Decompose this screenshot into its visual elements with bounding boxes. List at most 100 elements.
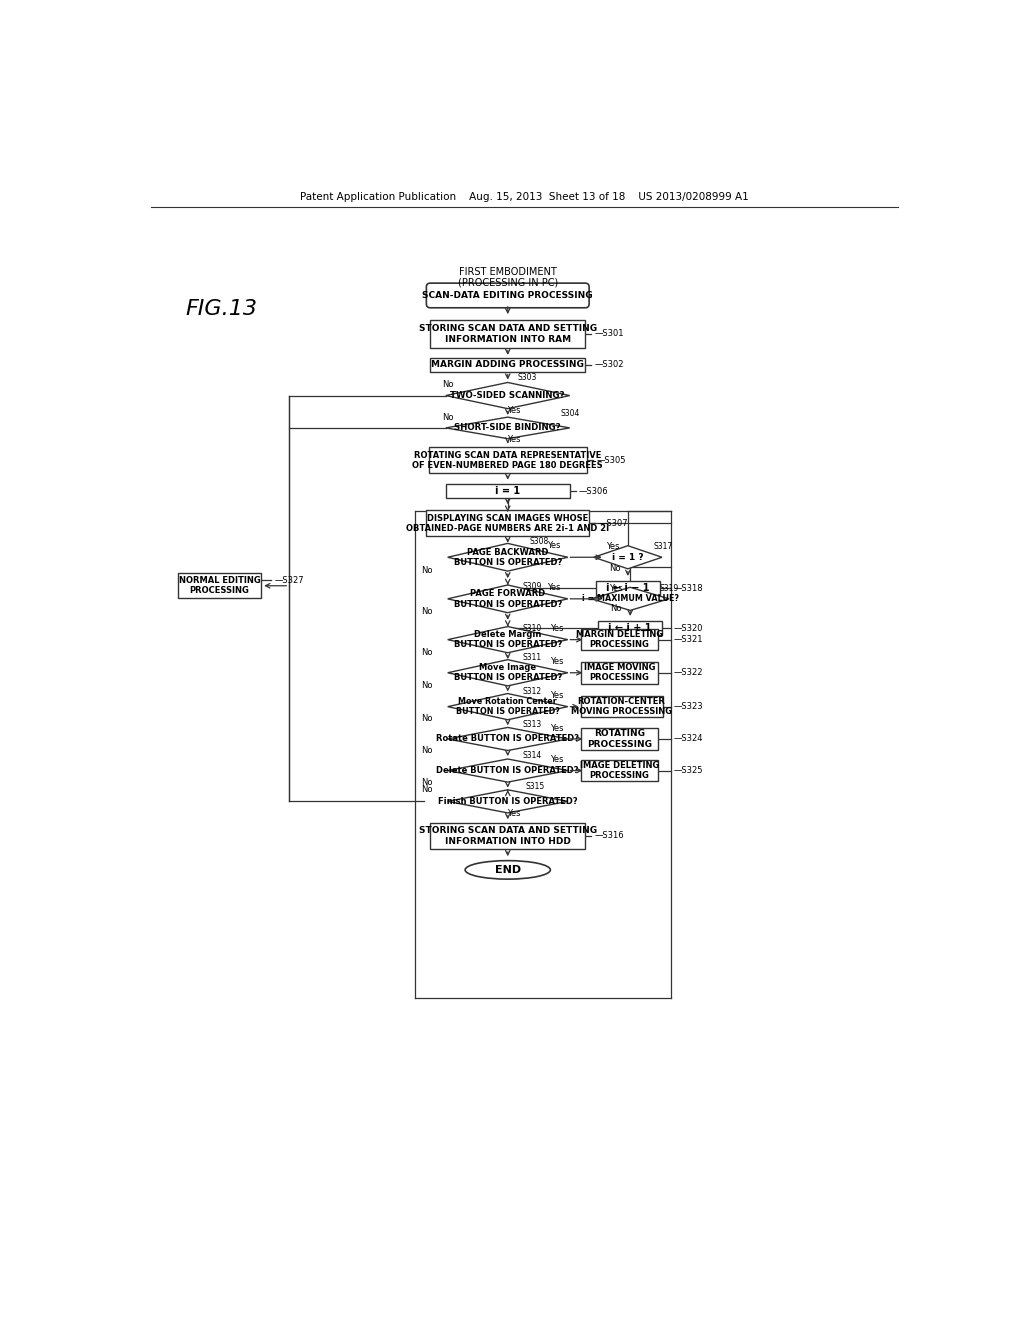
FancyBboxPatch shape: [581, 760, 658, 781]
Text: Yes: Yes: [550, 623, 563, 632]
FancyBboxPatch shape: [177, 573, 261, 598]
FancyBboxPatch shape: [426, 284, 589, 308]
Text: —S324: —S324: [674, 734, 703, 743]
FancyBboxPatch shape: [581, 696, 663, 718]
FancyBboxPatch shape: [430, 822, 586, 849]
FancyBboxPatch shape: [429, 447, 587, 474]
Polygon shape: [447, 585, 568, 612]
Text: No: No: [421, 681, 432, 689]
FancyBboxPatch shape: [426, 511, 589, 536]
Text: No: No: [421, 648, 432, 657]
Text: —S316: —S316: [595, 832, 625, 841]
FancyBboxPatch shape: [445, 484, 569, 498]
Text: STORING SCAN DATA AND SETTING
INFORMATION INTO RAM: STORING SCAN DATA AND SETTING INFORMATIO…: [419, 325, 597, 343]
Text: No: No: [609, 565, 621, 573]
Text: S312: S312: [523, 686, 542, 696]
Text: Yes: Yes: [550, 755, 563, 764]
FancyBboxPatch shape: [430, 321, 586, 348]
Text: Yes: Yes: [550, 690, 563, 700]
Text: S304: S304: [560, 409, 580, 417]
Text: No: No: [610, 605, 622, 614]
Polygon shape: [447, 544, 568, 572]
Polygon shape: [447, 759, 568, 781]
Text: —S321: —S321: [674, 635, 703, 644]
Text: —S327: —S327: [274, 576, 304, 585]
Text: Yes: Yes: [507, 405, 520, 414]
Text: ROTATING
PROCESSING: ROTATING PROCESSING: [587, 729, 652, 748]
Text: Yes: Yes: [548, 583, 561, 591]
Text: S315: S315: [525, 783, 545, 791]
Text: No: No: [421, 746, 432, 755]
Text: S311: S311: [523, 653, 542, 661]
Text: No: No: [421, 777, 432, 787]
Text: NORMAL EDITING
PROCESSING: NORMAL EDITING PROCESSING: [178, 576, 260, 595]
Text: PAGE BACKWARD
BUTTON IS OPERATED?: PAGE BACKWARD BUTTON IS OPERATED?: [454, 548, 562, 568]
Text: Yes: Yes: [548, 541, 561, 550]
Text: No: No: [421, 785, 432, 795]
Text: IMAGE DELETING
PROCESSING: IMAGE DELETING PROCESSING: [580, 760, 659, 780]
Ellipse shape: [465, 861, 550, 879]
Text: i = 1: i = 1: [496, 486, 520, 496]
Text: —S320: —S320: [674, 623, 703, 632]
Text: S314: S314: [523, 751, 542, 759]
FancyBboxPatch shape: [598, 622, 662, 635]
Text: —S323: —S323: [674, 702, 703, 711]
Text: —S307: —S307: [598, 519, 628, 528]
FancyBboxPatch shape: [596, 581, 659, 595]
Text: i = 1 ?: i = 1 ?: [612, 553, 644, 562]
Text: FIRST EMBODIMENT: FIRST EMBODIMENT: [459, 268, 557, 277]
Text: S303: S303: [517, 372, 537, 381]
Text: END: END: [495, 865, 521, 875]
Text: SCAN-DATA EDITING PROCESSING: SCAN-DATA EDITING PROCESSING: [423, 290, 593, 300]
Text: PAGE FORWARD
BUTTON IS OPERATED?: PAGE FORWARD BUTTON IS OPERATED?: [454, 589, 562, 609]
Text: IMAGE MOVING
PROCESSING: IMAGE MOVING PROCESSING: [584, 663, 655, 682]
Text: i ← i − 1: i ← i − 1: [606, 583, 649, 593]
Text: Patent Application Publication    Aug. 15, 2013  Sheet 13 of 18    US 2013/02089: Patent Application Publication Aug. 15, …: [300, 191, 750, 202]
Text: —S322: —S322: [674, 668, 703, 677]
Text: Yes: Yes: [550, 723, 563, 733]
Text: Yes: Yes: [507, 809, 520, 818]
Text: DISPLAYING SCAN IMAGES WHOSE
OBTAINED-PAGE NUMBERS ARE 2i-1 AND 2i: DISPLAYING SCAN IMAGES WHOSE OBTAINED-PA…: [407, 513, 609, 533]
Text: S309: S309: [523, 582, 543, 591]
Text: Yes: Yes: [605, 543, 620, 550]
Text: Yes: Yes: [507, 436, 520, 444]
Text: Move Image
BUTTON IS OPERATED?: Move Image BUTTON IS OPERATED?: [454, 663, 562, 682]
Text: i ← i + 1: i ← i + 1: [608, 623, 652, 634]
Text: No: No: [421, 607, 432, 615]
Text: S313: S313: [523, 719, 542, 729]
Text: TWO-SIDED SCANNING?: TWO-SIDED SCANNING?: [451, 391, 565, 400]
Text: No: No: [442, 413, 454, 422]
Text: —S301: —S301: [595, 330, 624, 338]
Text: (PROCESSING IN PC): (PROCESSING IN PC): [458, 277, 558, 288]
Text: MARGIN ADDING PROCESSING: MARGIN ADDING PROCESSING: [431, 360, 584, 370]
Text: ROTATION-CENTER
MOVING PROCESSING: ROTATION-CENTER MOVING PROCESSING: [571, 697, 672, 717]
Text: —S302: —S302: [595, 360, 624, 370]
Text: S319: S319: [659, 583, 679, 593]
Text: S317: S317: [653, 543, 673, 550]
Text: FIG.13: FIG.13: [185, 298, 257, 318]
Polygon shape: [445, 383, 569, 409]
FancyBboxPatch shape: [581, 628, 658, 651]
Text: SHORT-SIDE BINDING?: SHORT-SIDE BINDING?: [455, 424, 561, 433]
Text: Move Rotation Center
BUTTON IS OPERATED?: Move Rotation Center BUTTON IS OPERATED?: [456, 697, 560, 717]
Text: STORING SCAN DATA AND SETTING
INFORMATION INTO HDD: STORING SCAN DATA AND SETTING INFORMATIO…: [419, 826, 597, 846]
Text: Finish BUTTON IS OPERATED?: Finish BUTTON IS OPERATED?: [438, 797, 578, 805]
Text: ROTATING SCAN DATA REPRESENTATIVE
OF EVEN-NUMBERED PAGE 180 DEGREES: ROTATING SCAN DATA REPRESENTATIVE OF EVE…: [413, 450, 603, 470]
Text: Yes: Yes: [550, 657, 563, 667]
Text: No: No: [421, 566, 432, 574]
Polygon shape: [592, 587, 669, 610]
Text: Delete BUTTON IS OPERATED?: Delete BUTTON IS OPERATED?: [436, 766, 579, 775]
Text: No: No: [442, 380, 454, 388]
Text: MARGIN DELETING
PROCESSING: MARGIN DELETING PROCESSING: [575, 630, 663, 649]
Polygon shape: [447, 660, 568, 686]
Polygon shape: [594, 545, 662, 569]
Text: —S318: —S318: [674, 583, 703, 593]
FancyBboxPatch shape: [430, 358, 586, 372]
Polygon shape: [447, 727, 568, 751]
FancyBboxPatch shape: [581, 663, 658, 684]
Polygon shape: [447, 627, 568, 653]
Text: Delete Margin
BUTTON IS OPERATED?: Delete Margin BUTTON IS OPERATED?: [454, 630, 562, 649]
Text: No: No: [421, 714, 432, 723]
FancyBboxPatch shape: [581, 729, 658, 750]
Polygon shape: [447, 789, 568, 813]
